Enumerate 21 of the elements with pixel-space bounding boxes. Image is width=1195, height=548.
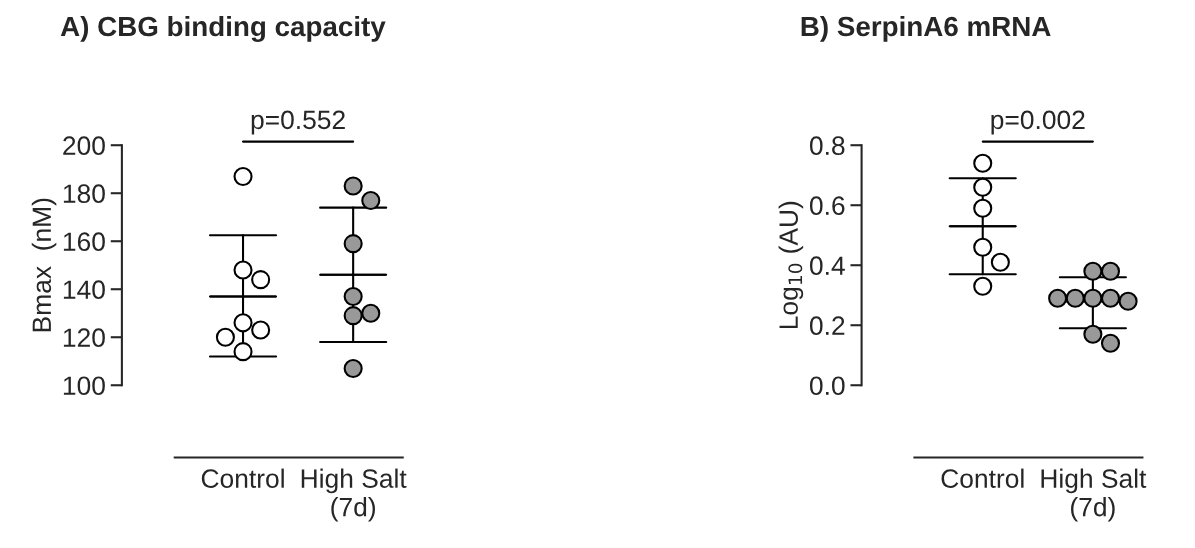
y-tick-label: 0.0 — [809, 376, 845, 396]
text: p=0.552 — [251, 110, 345, 135]
y-axis-title: Log$_{10}$ (AU) — [778, 201, 804, 329]
y-tick-label: 0.4 — [809, 256, 845, 276]
chart-title: A) CBG binding capacity — [60, 15, 386, 42]
y-tick-label: 140 — [63, 280, 105, 300]
y-tick-label: 180 — [63, 184, 105, 204]
chart-title: B) SerpinA6 mRNA — [801, 15, 1051, 42]
y-tick-label: 0.2 — [809, 316, 845, 336]
y-tick-label: 0.6 — [809, 196, 845, 216]
y-tick-label: 120 — [63, 328, 105, 348]
y-axis-title: Bmax (nM) — [31, 198, 57, 332]
x-tick-label: Control — [201, 468, 284, 488]
text: p=0.002 — [991, 110, 1085, 135]
x-tick-label: High Salt (7d) — [1041, 468, 1147, 522]
y-tick-label: 160 — [63, 232, 105, 252]
x-tick-label: High Salt (7d) — [301, 468, 407, 522]
y-tick-label: 0.8 — [809, 136, 845, 156]
y-tick-label: 100 — [63, 376, 105, 396]
y-tick-label: 200 — [63, 136, 105, 156]
x-tick-label: Control — [941, 468, 1024, 488]
